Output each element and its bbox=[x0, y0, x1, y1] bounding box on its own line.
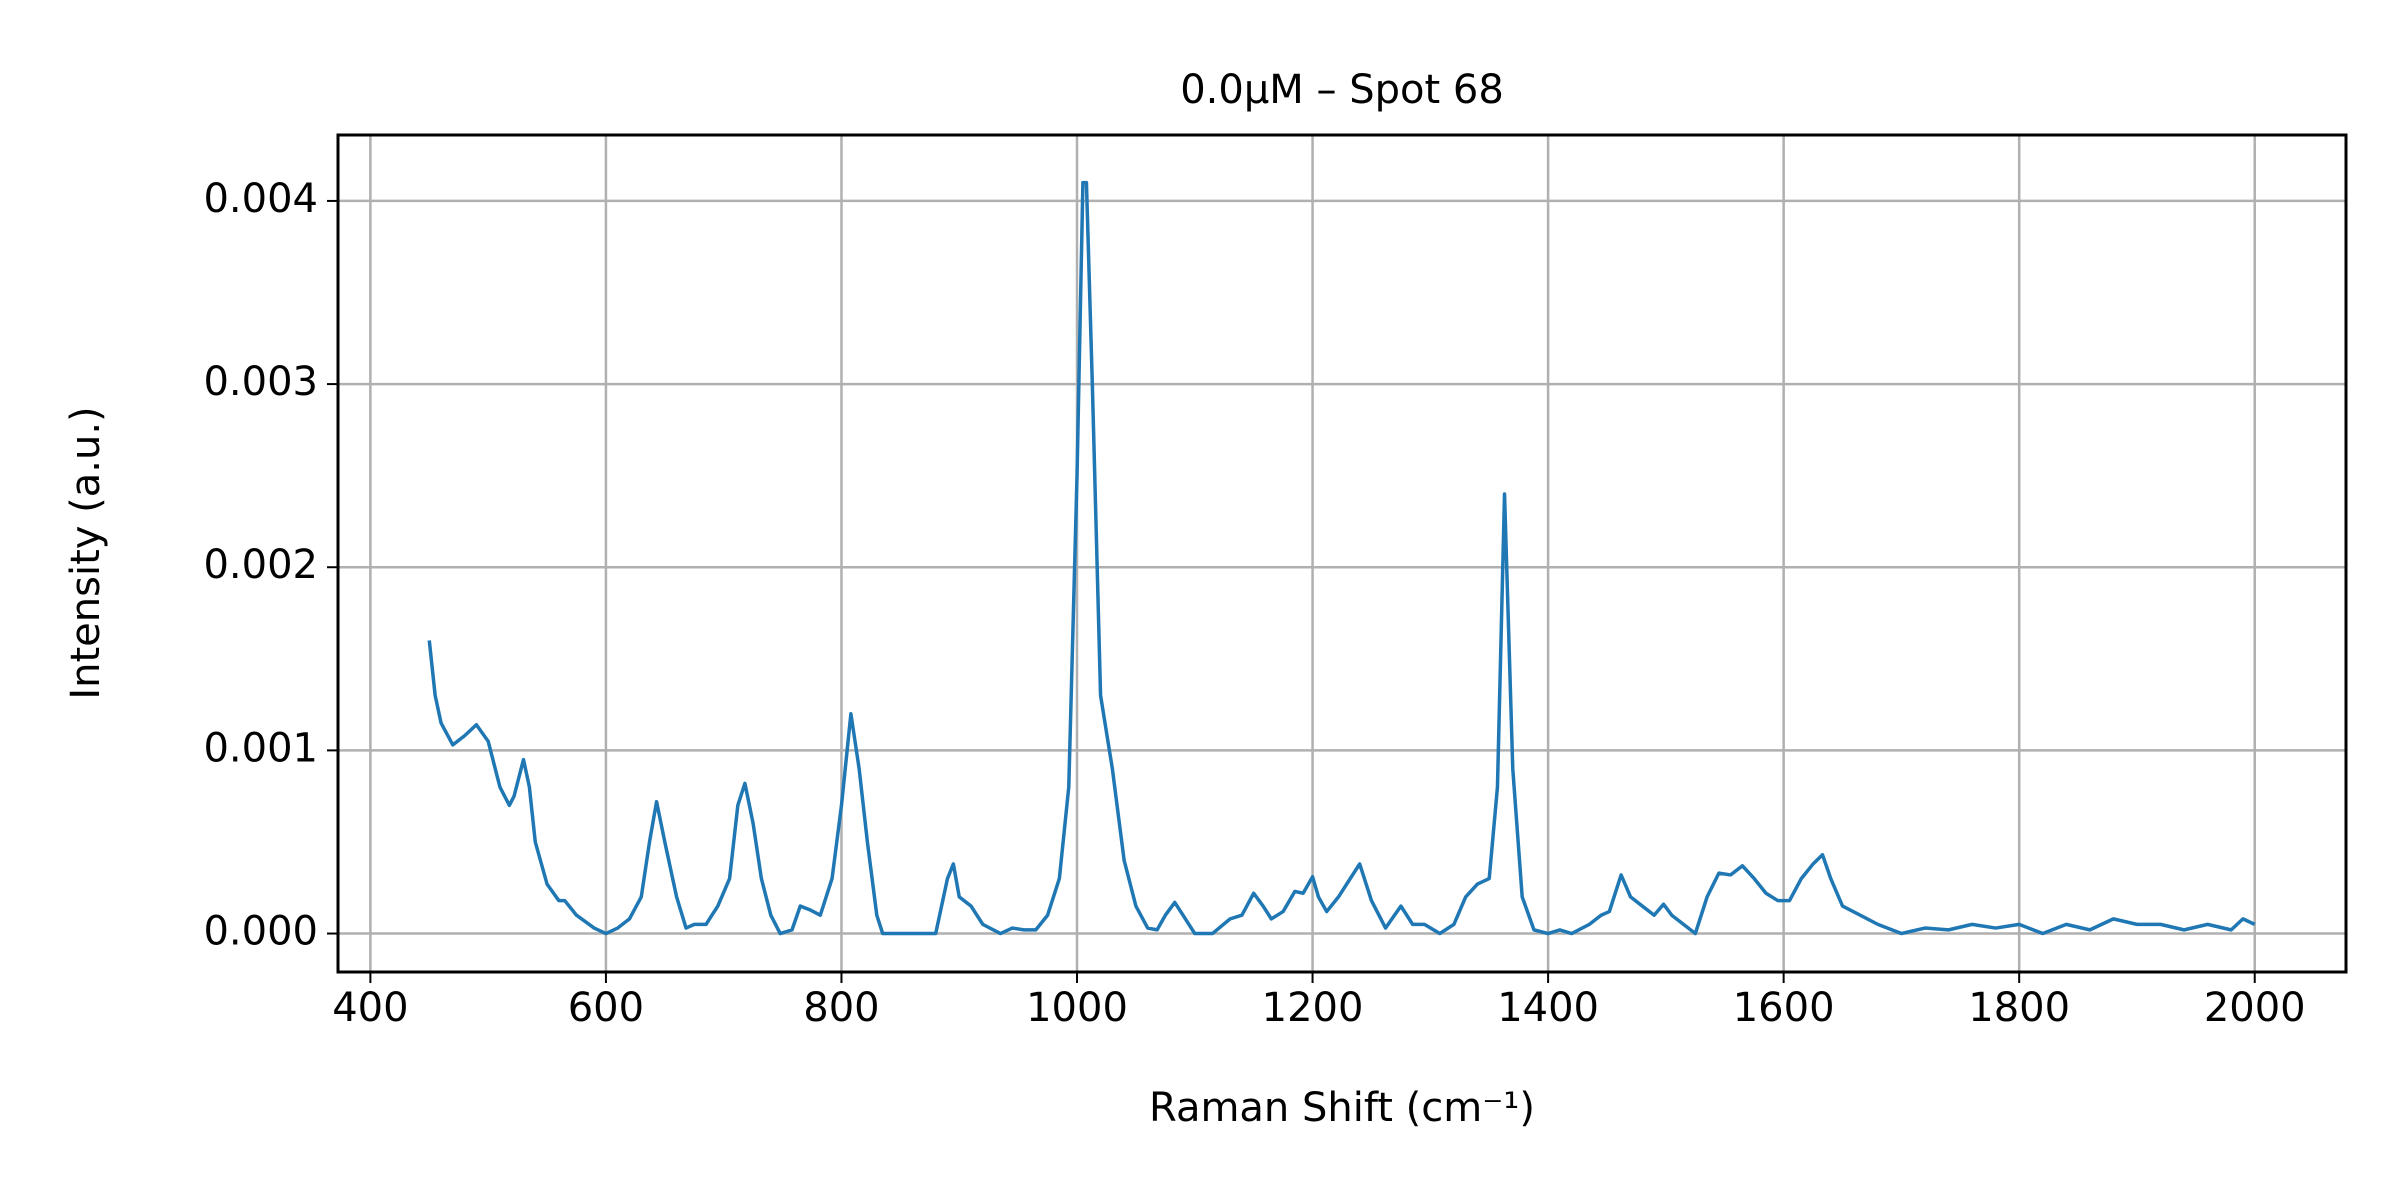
plot-frame bbox=[336, 133, 2348, 974]
y-tick-label: 0.001 bbox=[203, 725, 318, 771]
x-tick-label: 1000 bbox=[1026, 985, 1128, 1031]
x-tick-label: 1800 bbox=[1968, 985, 2070, 1031]
x-tick-label: 800 bbox=[803, 985, 879, 1031]
y-tick-label: 0.003 bbox=[203, 359, 318, 405]
y-tick-label: 0.004 bbox=[203, 176, 318, 222]
x-tick-label: 1600 bbox=[1733, 985, 1835, 1031]
x-tick-label: 1200 bbox=[1262, 985, 1364, 1031]
chart-title: 0.0μM – Spot 68 bbox=[1180, 67, 1504, 113]
x-tick-label: 400 bbox=[332, 985, 408, 1031]
y-tick-label: 0.002 bbox=[203, 542, 318, 588]
y-tick-label: 0.000 bbox=[203, 909, 318, 955]
x-tick-label: 2000 bbox=[2204, 985, 2306, 1031]
x-tick-label: 1400 bbox=[1497, 985, 1599, 1031]
x-axis-label: Raman Shift (cm⁻¹) bbox=[1149, 1085, 1535, 1131]
y-axis-label: Intensity (a.u.) bbox=[63, 406, 109, 699]
x-tick-label: 600 bbox=[568, 985, 644, 1031]
data-line bbox=[427, 180, 2256, 936]
